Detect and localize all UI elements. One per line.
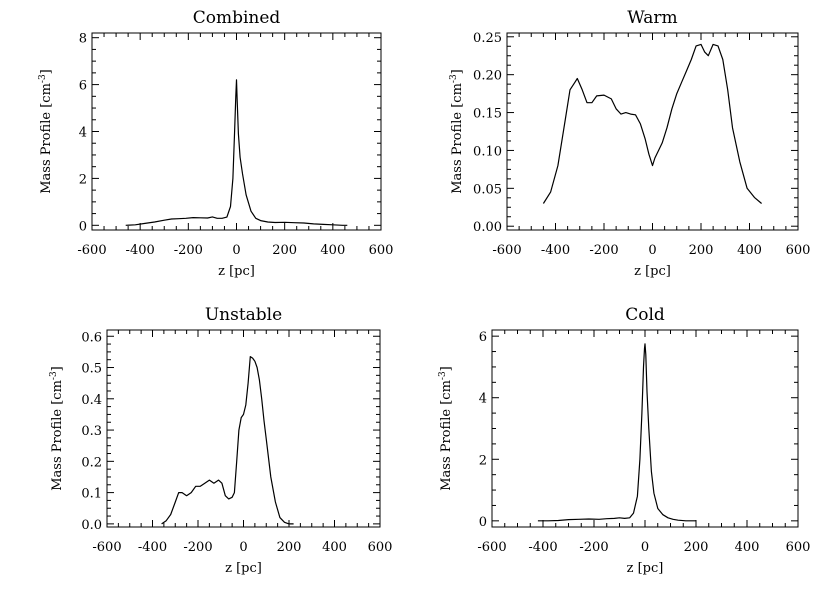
panel-warm: Warm -600 -400 -200 0 200 400 600 0.00 0.05 0.10 0.… bbox=[449, 8, 810, 279]
x-tick-label: 400 bbox=[735, 540, 760, 555]
plot-frame bbox=[491, 329, 799, 528]
y-tick-label: 6 bbox=[479, 330, 487, 345]
panel-title: Cold bbox=[625, 305, 665, 325]
x-tick-label: 600 bbox=[368, 540, 393, 555]
x-tick-label: 0 bbox=[641, 540, 649, 555]
panel-title: Combined bbox=[193, 8, 281, 28]
x-tick-label: 400 bbox=[322, 540, 347, 555]
y-tick-label: 8 bbox=[79, 32, 87, 47]
y-tick-label: 4 bbox=[79, 126, 87, 141]
x-tick-label: 400 bbox=[320, 243, 345, 258]
panel-cold: Cold -600 -400 -200 0 200 400 600 0 2 4 6 z [pc] Mass… bbox=[438, 305, 810, 576]
x-tick-label: 600 bbox=[786, 540, 811, 555]
x-tick-label: 200 bbox=[689, 243, 714, 258]
y-tick-label: 6 bbox=[79, 79, 87, 94]
y-axis-label: Mass Profile [cm-3] bbox=[49, 366, 65, 491]
y-axis-label: Mass Profile [cm-3] bbox=[38, 69, 54, 194]
panel-title: Unstable bbox=[205, 305, 282, 325]
x-tick-label: -400 bbox=[138, 540, 167, 555]
x-axis-label: z [pc] bbox=[634, 264, 671, 279]
panel-title: Warm bbox=[627, 8, 677, 28]
x-axis-label: z [pc] bbox=[627, 561, 664, 576]
y-tick-label: 0.25 bbox=[473, 31, 502, 46]
y-tick-label: 0.20 bbox=[473, 69, 502, 84]
x-tick-label: -400 bbox=[528, 540, 557, 555]
x-tick-label: -600 bbox=[77, 243, 106, 258]
y-tick-label: 0 bbox=[479, 515, 487, 530]
panel-unstable: Unstable -600 -400 -200 0 200 400 600 0.0 0.1 0.2 0… bbox=[49, 305, 392, 576]
y-tick-label: 0.15 bbox=[473, 107, 502, 122]
y-tick-label: 0.00 bbox=[473, 220, 502, 235]
y-tick-label: 0.4 bbox=[81, 393, 102, 408]
y-tick-label: 0.0 bbox=[81, 518, 102, 533]
y-tick-label: 0.10 bbox=[473, 144, 502, 159]
x-tick-label: 0 bbox=[232, 243, 240, 258]
x-tick-label: 200 bbox=[277, 540, 302, 555]
x-tick-label: -600 bbox=[92, 540, 121, 555]
x-tick-label: -400 bbox=[126, 243, 155, 258]
x-tick-label: -200 bbox=[589, 243, 618, 258]
y-tick-label: 0.05 bbox=[473, 182, 502, 197]
y-tick-label: 0.1 bbox=[81, 487, 102, 502]
series-line-cold bbox=[537, 343, 696, 522]
y-axis-label: Mass Profile [cm-3] bbox=[449, 69, 465, 194]
series-line-warm bbox=[542, 43, 762, 204]
x-tick-label: 0 bbox=[239, 540, 247, 555]
panel-combined: Combined -600 -400 -200 0 200 400 600 0 2 4 6 8 z [pc… bbox=[38, 8, 393, 279]
plot-frame bbox=[91, 32, 382, 231]
plot-frame bbox=[106, 329, 381, 528]
x-tick-label: -200 bbox=[174, 243, 203, 258]
y-tick-label: 0.2 bbox=[81, 455, 102, 470]
series-line-combined bbox=[125, 79, 348, 226]
x-tick-label: 600 bbox=[786, 243, 811, 258]
x-tick-label: 200 bbox=[272, 243, 297, 258]
y-axis-label: Mass Profile [cm-3] bbox=[438, 366, 454, 491]
y-tick-label: 0.6 bbox=[81, 330, 102, 345]
x-tick-label: 600 bbox=[369, 243, 394, 258]
x-axis-label: z [pc] bbox=[225, 561, 262, 576]
series-line-unstable bbox=[161, 356, 294, 525]
y-tick-label: 2 bbox=[479, 453, 487, 468]
y-tick-label: 4 bbox=[479, 392, 487, 407]
x-axis-label: z [pc] bbox=[218, 264, 255, 279]
y-tick-label: 0 bbox=[79, 219, 87, 234]
x-tick-label: -200 bbox=[183, 540, 212, 555]
y-tick-label: 0.3 bbox=[81, 424, 102, 439]
y-tick-label: 0.5 bbox=[81, 362, 102, 377]
x-tick-label: -600 bbox=[477, 540, 506, 555]
x-tick-label: 400 bbox=[737, 243, 762, 258]
x-tick-label: -600 bbox=[492, 243, 521, 258]
x-tick-label: -400 bbox=[541, 243, 570, 258]
x-tick-label: 200 bbox=[684, 540, 709, 555]
y-tick-label: 2 bbox=[79, 172, 87, 187]
x-tick-label: -200 bbox=[579, 540, 608, 555]
x-tick-label: 0 bbox=[648, 243, 656, 258]
plot-frame bbox=[506, 32, 799, 231]
